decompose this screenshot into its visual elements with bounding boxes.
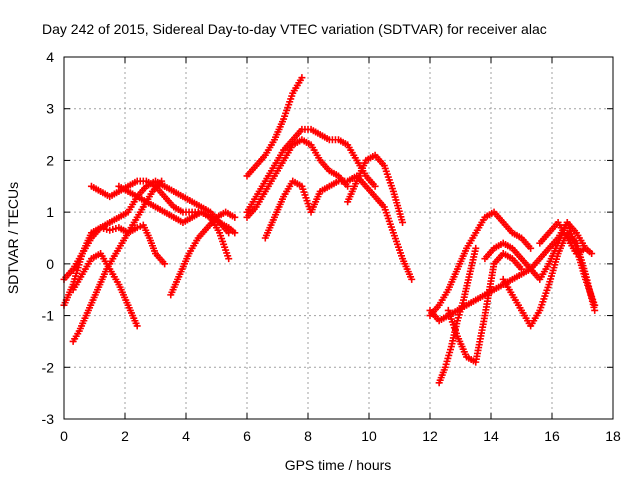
series-12 [261, 172, 416, 283]
y-tick-label: -3 [42, 411, 55, 427]
x-axis-label: GPS time / hours [285, 457, 392, 473]
data-point [399, 218, 407, 226]
data-point [408, 275, 416, 283]
chart-title: Day 242 of 2015, Sidereal Day-to-day VTE… [42, 21, 547, 37]
y-tick-label: 1 [46, 204, 54, 220]
x-tick-label: 6 [243, 428, 251, 444]
data-point [133, 322, 141, 330]
series-8 [161, 182, 233, 237]
y-tick-label: 2 [46, 152, 54, 168]
data-point [225, 229, 233, 237]
y-axis-label: SDTVAR / TECUs [5, 182, 21, 294]
x-tick-label: 2 [121, 428, 129, 444]
x-tick-label: 4 [182, 428, 190, 444]
series-20 [536, 218, 596, 258]
series-2 [60, 221, 169, 309]
data-point [472, 244, 480, 252]
x-tick-label: 12 [422, 428, 438, 444]
series-3 [69, 250, 141, 330]
data-point [158, 177, 166, 185]
data-point [371, 182, 379, 190]
data-point [527, 244, 535, 252]
y-tick-label: 3 [46, 101, 54, 117]
data-point [588, 250, 596, 258]
plot-frame [63, 56, 614, 420]
y-tick-label: -1 [42, 308, 55, 324]
y-tick-label: 0 [46, 256, 54, 272]
data-point [518, 265, 525, 273]
series-13 [344, 151, 407, 226]
x-tick-label: 16 [544, 428, 560, 444]
series-6 [115, 182, 233, 263]
series-9 [243, 125, 379, 216]
data-point [231, 213, 239, 221]
data-point [298, 74, 306, 82]
grid [64, 57, 613, 419]
data-series [60, 74, 599, 387]
series-18 [499, 229, 599, 330]
series-19 [435, 244, 480, 387]
x-tick-label: 0 [60, 428, 68, 444]
y-tick-label: -2 [42, 359, 55, 375]
x-tick-label: 18 [605, 428, 621, 444]
x-tick-label: 14 [483, 428, 499, 444]
series-10 [243, 74, 306, 180]
x-tick-label: 8 [304, 428, 312, 444]
data-point [161, 260, 169, 268]
data-point [225, 255, 233, 263]
data-point [591, 306, 599, 314]
series-11 [243, 136, 352, 221]
data-point [231, 229, 239, 237]
x-tick-label: 10 [361, 428, 377, 444]
y-tick-label: 4 [46, 49, 54, 65]
